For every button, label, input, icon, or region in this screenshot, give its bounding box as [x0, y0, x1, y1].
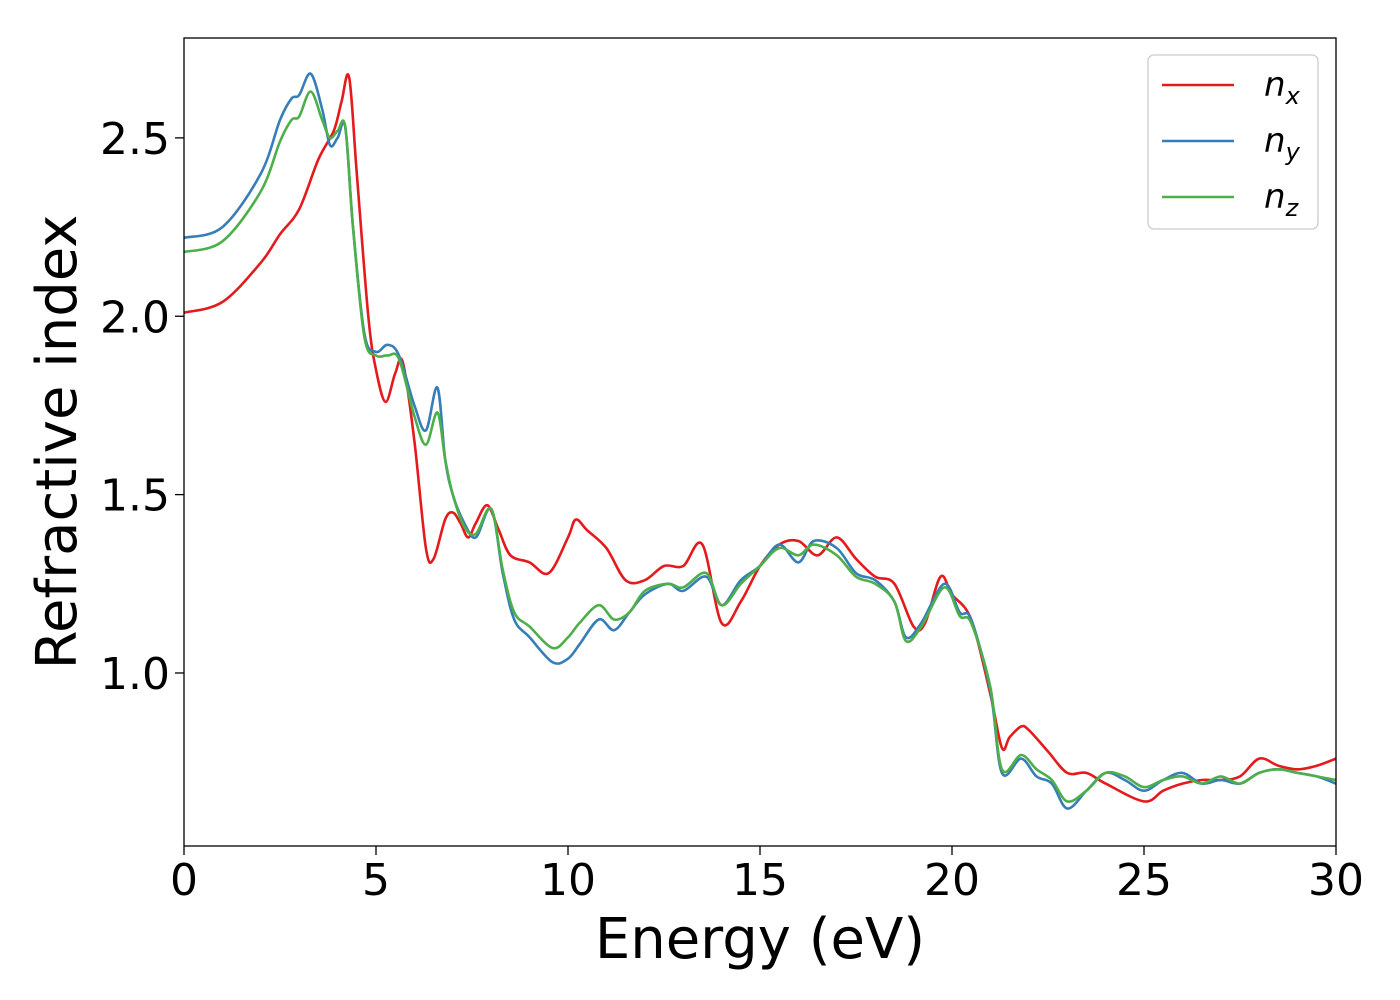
legend-label-subscript: y	[1285, 138, 1301, 166]
x-tick-label: 5	[362, 855, 390, 906]
legend-label-main: n	[1264, 65, 1286, 105]
y-axis-label: Refractive index	[25, 215, 90, 670]
x-tick-label: 15	[732, 855, 788, 906]
legend-label-ny: ny	[1264, 121, 1301, 166]
y-tick-label: 2.5	[100, 114, 170, 165]
legend-label-subscript: x	[1285, 82, 1301, 110]
series-line-nz	[183, 90, 1337, 803]
legend-label-subscript: z	[1285, 194, 1300, 222]
plot-area	[184, 38, 1336, 846]
x-axis-label: Energy (eV)	[595, 907, 925, 972]
y-tick-label: 1.5	[100, 471, 170, 522]
legend-label-nx: nx	[1264, 65, 1301, 110]
x-tick-label: 0	[170, 855, 198, 906]
x-axis-ticks: 0 5 10 15 20 25 30	[170, 846, 1364, 906]
x-tick-label: 20	[924, 855, 980, 906]
series-line-nx	[183, 73, 1337, 803]
y-tick-label: 2.0	[100, 292, 170, 343]
x-tick-label: 10	[540, 855, 596, 906]
legend-label-main: n	[1264, 177, 1286, 217]
legend-label-main: n	[1264, 121, 1286, 161]
x-tick-label: 25	[1116, 855, 1172, 906]
y-tick-label: 1.0	[100, 649, 170, 700]
legend-label-nz: nz	[1264, 177, 1300, 222]
y-axis-ticks: 1.0 1.5 2.0 2.5	[100, 114, 184, 700]
x-tick-label: 30	[1308, 855, 1364, 906]
series-layer	[183, 72, 1337, 810]
